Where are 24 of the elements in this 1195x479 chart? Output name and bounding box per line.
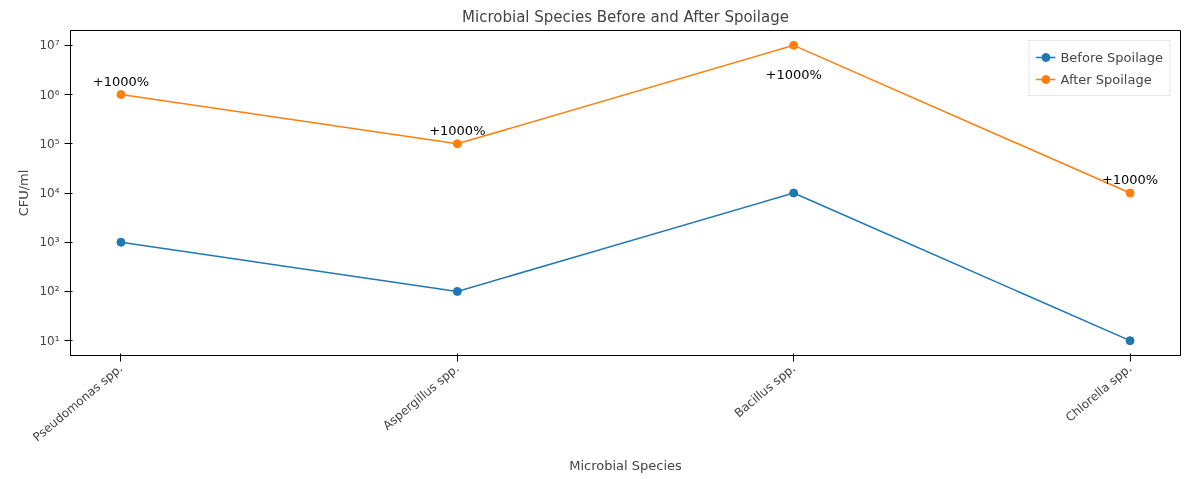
y-tick-label: 10⁴: [39, 186, 60, 200]
point: [789, 40, 799, 50]
y-tick-label: 10¹: [39, 333, 60, 348]
point: [789, 188, 799, 198]
point: [116, 237, 126, 247]
y-tick-label: 10⁶: [39, 87, 60, 102]
legend-label: Before Spoilage: [1060, 49, 1163, 65]
point: [1125, 336, 1135, 346]
annotation: +1000%: [92, 73, 150, 89]
annotation: +1000%: [429, 122, 486, 138]
y-tick-label: 10³: [39, 235, 60, 250]
point: [452, 139, 462, 149]
point: [116, 90, 126, 100]
chart-title: Microbial Species Before and After Spoilage: [462, 7, 789, 26]
y-axis-title: CFU/ml: [16, 169, 32, 217]
annotation: +1000%: [1101, 172, 1159, 187]
annotation: +1000%: [765, 67, 822, 83]
x-axis-title: Microbial Species: [569, 457, 683, 473]
y-tick-label: 10⁷: [39, 38, 60, 53]
point: [1125, 188, 1135, 198]
y-tick-label: 10²: [39, 284, 60, 299]
legend-label: After Spoilage: [1060, 71, 1152, 87]
y-tick-label: 10⁵: [39, 136, 60, 151]
point: [452, 286, 462, 296]
